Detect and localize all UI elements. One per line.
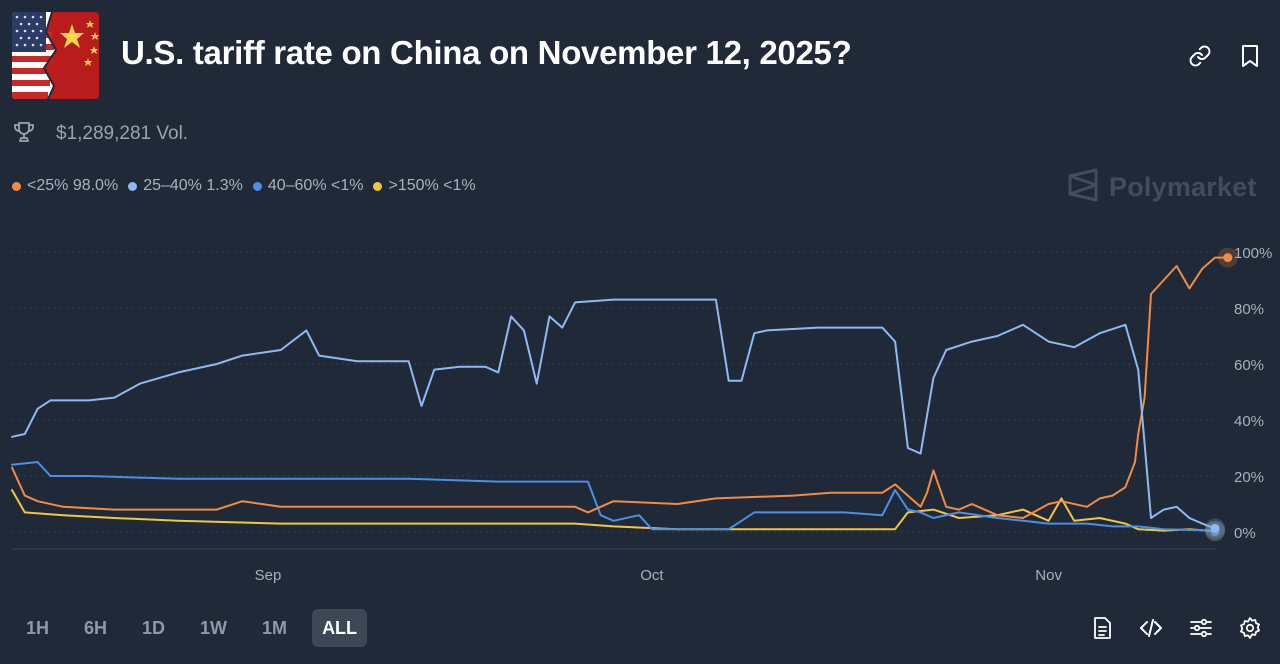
- document-icon[interactable]: [1088, 614, 1116, 642]
- trophy-icon: [12, 120, 36, 149]
- price-history-chart: 100% 80% 60% 40% 20% 0% Sep Oct Nov: [11, 245, 1272, 584]
- sliders-icon[interactable]: [1187, 614, 1215, 642]
- range-1m-button[interactable]: 1M: [262, 617, 288, 638]
- us-china-flags-image: [12, 12, 99, 99]
- legend-label: >150% <1%: [388, 177, 476, 194]
- y-tick-label: 20%: [1234, 469, 1264, 486]
- series-end-dot: [1223, 253, 1233, 263]
- volume-text: $1,289,281 Vol.: [56, 123, 189, 144]
- market-title: U.S. tariff rate on China on November 12…: [121, 34, 852, 71]
- legend-dot: [12, 181, 21, 191]
- y-tick-label: 80%: [1234, 301, 1264, 318]
- link-icon[interactable]: [1186, 42, 1214, 70]
- series-line: [11, 256, 1229, 519]
- legend-label: 25–40% 1.3%: [143, 177, 243, 194]
- legend-label: <25% 98.0%: [27, 177, 119, 194]
- legend-item: >150% <1%: [373, 177, 476, 195]
- polymarket-brand: Polymarket: [1067, 168, 1257, 207]
- legend-dot: [373, 181, 383, 191]
- range-1h-button[interactable]: 1H: [26, 617, 50, 638]
- bookmark-icon[interactable]: [1236, 42, 1264, 70]
- chart-legend: <25% 98.0% 25–40% 1.3% 40–60% <1% >150% …: [12, 177, 486, 195]
- grid-lines: [12, 251, 1215, 550]
- brand-name: Polymarket: [1109, 172, 1257, 202]
- x-tick-label: Nov: [1035, 567, 1062, 584]
- settings-icon[interactable]: [1236, 614, 1264, 642]
- series-line: [11, 489, 1216, 533]
- x-tick-labels: Sep Oct Nov: [255, 567, 1063, 584]
- volume-stat: $1,289,281 Vol.: [12, 120, 188, 148]
- time-range-selector: 1H 6H 1D 1W 1M ALL: [16, 609, 382, 647]
- series-end-dot: [1210, 523, 1220, 533]
- series-line: [11, 461, 1216, 532]
- y-tick-label: 40%: [1234, 413, 1264, 430]
- y-tick-label: 100%: [1234, 245, 1272, 262]
- legend-label: 40–60% <1%: [267, 177, 364, 194]
- market-header: U.S. tariff rate on China on November 12…: [12, 12, 1268, 100]
- range-6h-button[interactable]: 6H: [84, 617, 108, 638]
- range-all-button[interactable]: ALL: [312, 609, 368, 647]
- legend-dot: [252, 181, 262, 191]
- y-tick-label: 0%: [1234, 525, 1256, 542]
- range-1d-button[interactable]: 1D: [142, 617, 166, 638]
- range-1w-button[interactable]: 1W: [200, 617, 228, 638]
- legend-item: 40–60% <1%: [252, 177, 364, 195]
- y-tick-label: 60%: [1234, 357, 1264, 374]
- embed-code-icon[interactable]: [1137, 614, 1165, 642]
- legend-dot: [128, 181, 138, 191]
- x-tick-label: Oct: [640, 567, 664, 584]
- legend-item: 25–40% 1.3%: [128, 177, 243, 195]
- series-lines: [11, 247, 1238, 542]
- y-tick-labels: 100% 80% 60% 40% 20% 0%: [1234, 245, 1272, 542]
- polymarket-logo-icon: [1067, 168, 1099, 207]
- x-tick-label: Sep: [255, 567, 282, 584]
- series-line: [11, 298, 1216, 530]
- legend-item: <25% 98.0%: [12, 177, 118, 195]
